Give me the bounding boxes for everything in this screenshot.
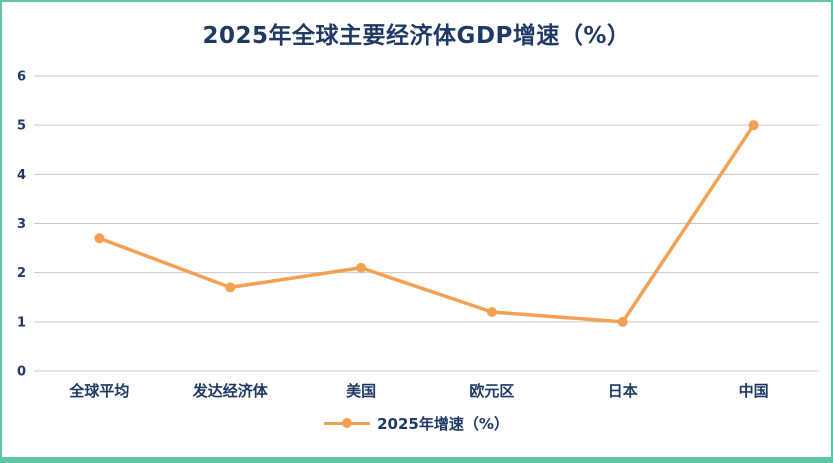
x-category-label: 日本 <box>608 382 638 400</box>
legend-line-marker-icon <box>324 418 371 429</box>
y-tick-label: 4 <box>17 168 26 183</box>
x-category-label: 欧元区 <box>469 382 514 400</box>
legend-label: 2025年增速（%） <box>377 414 509 433</box>
chart-title: 2025年全球主要经济体GDP增速（%） <box>202 23 631 49</box>
data-point-marker <box>617 316 628 327</box>
data-point-marker <box>486 307 497 317</box>
y-tick-label: 0 <box>17 365 26 380</box>
x-category-label: 全球平均 <box>68 382 129 400</box>
data-point-marker <box>94 233 105 244</box>
data-point-marker <box>748 120 759 131</box>
legend-dot-icon <box>342 418 353 428</box>
y-tick-label: 6 <box>17 70 26 85</box>
chart-plot-area: 0 1 2 3 4 5 6 全球平均 发达经济体 美国 欧元区 日本 中国 <box>17 70 819 400</box>
x-category-label: 中国 <box>739 382 769 400</box>
x-category-label: 发达经济体 <box>192 382 269 400</box>
data-point-marker <box>225 282 236 293</box>
y-tick-label: 1 <box>17 315 26 330</box>
chart-legend: 2025年增速（%） <box>2 410 831 436</box>
y-tick-label: 5 <box>17 119 26 134</box>
y-tick-label: 2 <box>17 266 26 281</box>
x-category-label: 美国 <box>346 382 376 400</box>
data-point-marker <box>356 262 367 273</box>
data-line <box>97 123 756 324</box>
y-tick-label: 3 <box>17 217 26 232</box>
